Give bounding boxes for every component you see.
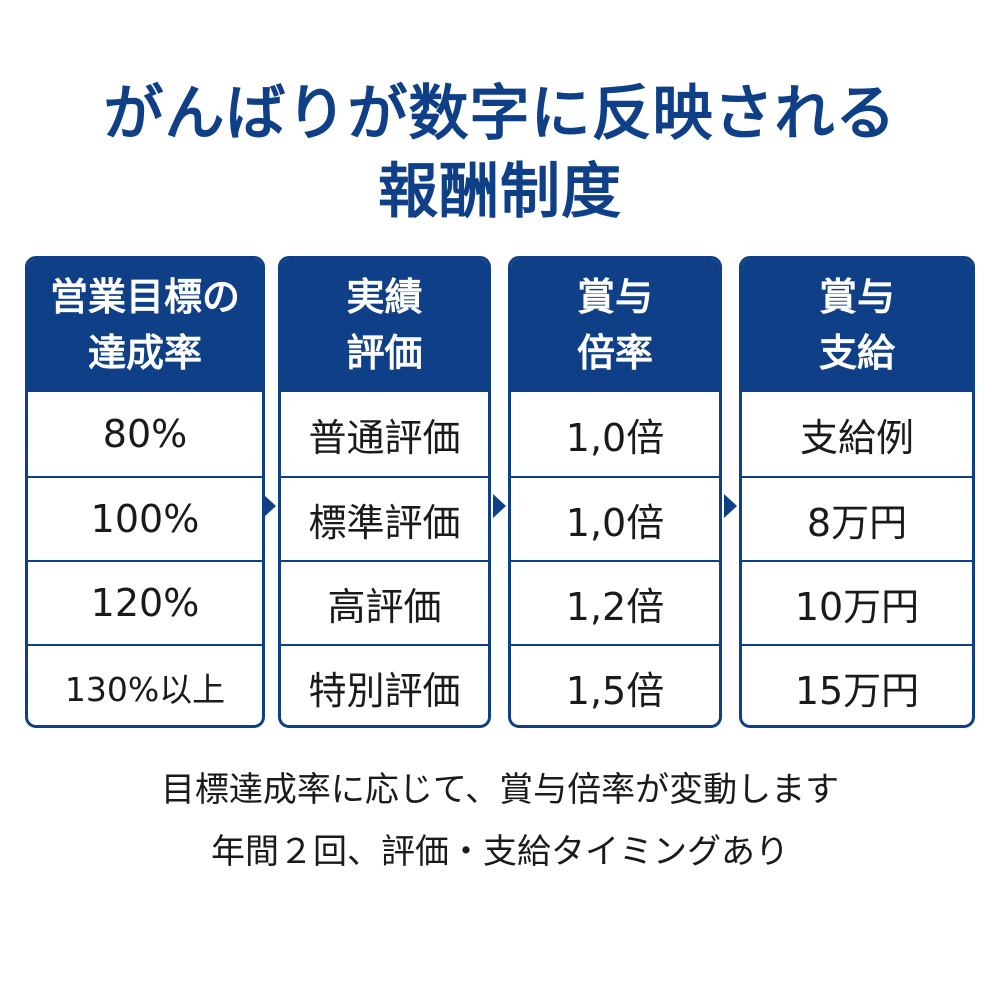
table-cell: 8万円	[742, 476, 972, 560]
table-cell: 130%以上	[28, 644, 262, 725]
table-cell: 120%	[28, 560, 262, 644]
column-bonus-payment: 賞与 支給 支給例 8万円 10万円 15万円	[739, 256, 975, 728]
table-cell: 10万円	[742, 560, 972, 644]
table-cell: 15万円	[742, 644, 972, 725]
chevron-right-icon	[724, 494, 737, 518]
chevron-right-icon	[263, 494, 276, 518]
table-cell: 80%	[102, 412, 188, 456]
table-cell: 1,0倍	[565, 415, 665, 460]
table-cell: 普通評価	[308, 415, 461, 460]
column-header: 賞与 支給	[742, 259, 972, 392]
column-header: 営業目標の 達成率	[28, 259, 262, 392]
table-cell: 支給例	[799, 415, 914, 460]
column-header: 賞与 倍率	[511, 259, 719, 392]
note-line-1: 目標達成率に応じて、賞与倍率が変動します	[160, 770, 840, 810]
table-cell: 1,5倍	[511, 644, 719, 725]
column-performance-evaluation: 実績 評価 普通評価 標準評価 高評価 特別評価	[278, 256, 491, 728]
title-line-1: がんばりが数字に反映される	[103, 79, 897, 149]
table-cell: 高評価	[281, 560, 488, 644]
title-line-2: 報酬制度	[378, 157, 622, 227]
table-cell: 特別評価	[281, 644, 488, 725]
table-cell: 1,2倍	[511, 560, 719, 644]
note-line-2: 年間２回、評価・支給タイミングあり	[211, 832, 789, 872]
table-cell: 1,0倍	[511, 476, 719, 560]
column-header: 実績 評価	[281, 259, 488, 392]
table-cell: 100%	[28, 476, 262, 560]
chevron-right-icon	[493, 494, 506, 518]
table-cell: 標準評価	[281, 476, 488, 560]
column-achievement-rate: 営業目標の 達成率 80% 100% 120% 130%以上	[25, 256, 265, 728]
column-bonus-multiplier: 賞与 倍率 1,0倍 1,0倍 1,2倍 1,5倍	[508, 256, 722, 728]
